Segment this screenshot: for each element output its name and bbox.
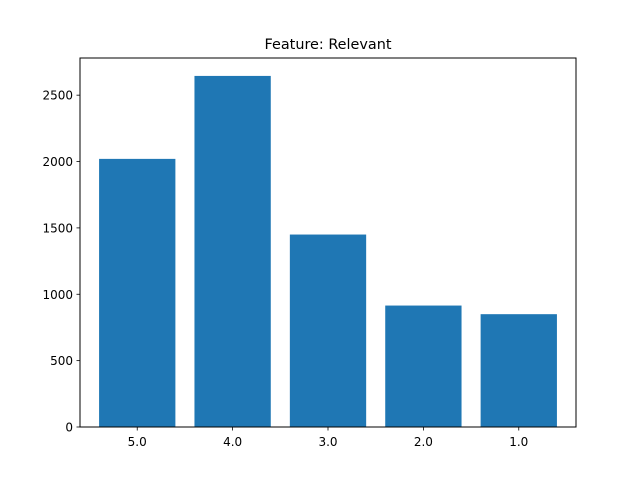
plot-frame [79, 57, 577, 428]
x-tick-label: 1.0 [509, 435, 528, 449]
x-tick-label: 2.0 [414, 435, 433, 449]
chart-title: Feature: Relevant [265, 37, 392, 53]
bar-3.0 [289, 234, 367, 427]
y-tick-label: 2000 [42, 155, 73, 169]
bar-5.0 [99, 158, 176, 427]
y-tick-label: 0 [65, 421, 73, 435]
x-tick-label: 5.0 [128, 435, 147, 449]
y-tick-label: 500 [50, 354, 73, 368]
x-axis: 5.0 4.0 3.0 2.0 1.0 [128, 427, 528, 449]
y-tick-label: 1500 [42, 221, 73, 235]
y-axis: 0 500 1000 1500 2000 2500 [42, 89, 80, 435]
bar-4.0 [194, 75, 271, 428]
bar-1.0 [480, 314, 557, 427]
x-tick-label: 3.0 [318, 435, 337, 449]
bar-2.0 [385, 305, 462, 427]
y-tick-label: 1000 [42, 288, 73, 302]
x-tick-label: 4.0 [223, 435, 242, 449]
y-tick-label: 2500 [42, 89, 73, 103]
bars-group [99, 75, 557, 428]
